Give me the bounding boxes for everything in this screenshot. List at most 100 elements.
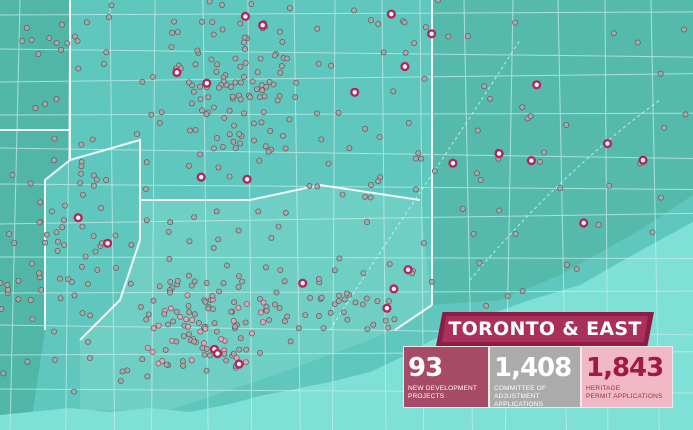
adjustment-application-dot [318,294,325,301]
adjustment-application-dot [0,280,4,286]
adjustment-application-dot [610,30,617,37]
adjustment-application-dot [237,96,244,103]
heritage-permit-dot [159,357,166,364]
heritage-permit-dot [189,317,196,323]
adjustment-application-dot [54,248,61,254]
adjustment-application-dot [279,39,286,45]
adjustment-application-dot [87,355,93,361]
adjustment-application-dot [197,151,203,158]
adjustment-application-dot [519,104,526,111]
adjustment-application-dot [271,301,278,308]
adjustment-application-dot [43,231,50,238]
adjustment-application-dot [254,69,261,76]
adjustment-application-dot [476,260,483,266]
adjustment-application-dot [5,286,12,293]
road-line [0,212,693,225]
adjustment-application-dot [241,34,248,41]
road-line [0,73,693,83]
adjustment-application-dot [420,240,427,246]
adjustment-application-dot [128,241,135,248]
adjustment-application-dot [71,292,78,299]
adjustment-application-dot [344,316,351,323]
adjustment-application-dot [87,312,94,319]
adjustment-application-dot [563,261,570,268]
adjustment-application-dot [61,217,67,224]
road-line [0,112,693,116]
adjustment-application-dot [302,312,309,318]
adjustment-application-dot [216,288,222,295]
adjustment-application-dot [386,298,392,304]
adjustment-application-dot [52,356,58,363]
adjustment-application-dot [411,40,417,46]
adjustment-application-dot [19,38,25,44]
development-project-marker [212,349,223,359]
district-title: TORONTO & EAST YORK [448,318,642,374]
adjustment-application-dot [661,124,668,131]
road-line [0,11,693,16]
adjustment-application-dot [202,298,209,305]
heritage-permit-dot [155,360,162,367]
adjustment-application-dot [51,157,57,164]
adjustment-application-dot [134,131,140,137]
adjustment-application-dot [281,278,288,285]
development-project-marker [172,67,182,78]
adjustment-application-dot [51,135,58,142]
adjustment-application-dot [188,282,195,289]
adjustment-application-dot [256,157,263,164]
adjustment-application-dot [48,208,55,215]
adjustment-application-dot [481,83,488,90]
adjustment-application-dot [242,319,249,326]
adjustment-application-dot [435,0,441,3]
adjustment-application-dot [112,232,119,239]
adjustment-application-dot [213,208,220,215]
adjustment-application-dot [221,115,228,121]
adjustment-application-dot [185,79,192,86]
adjustment-application-dot [145,311,152,318]
adjustment-application-dot [265,148,272,155]
adjustment-application-dot [273,289,280,296]
adjustment-application-dot [260,109,267,115]
adjustment-application-dot [89,136,96,143]
development-project-marker [196,172,206,182]
adjustment-application-dot [682,111,689,118]
adjustment-application-dot [248,1,255,7]
adjustment-application-dot [0,306,5,312]
adjustment-application-dot [23,24,30,31]
adjustment-application-dot [191,338,197,345]
adjustment-application-dot [98,204,104,211]
adjustment-application-dot [250,120,257,127]
adjustment-application-dot [573,266,580,272]
adjustment-application-dot [364,326,371,332]
adjustment-application-dot [53,96,60,103]
adjustment-application-dot [232,145,239,152]
adjustment-application-dot [336,255,343,262]
adjustment-application-dot [171,18,177,25]
adjustment-application-dot [241,110,247,117]
adjustment-application-dot [235,227,242,234]
adjustment-application-dot [72,33,78,40]
adjustment-application-dot [37,199,44,206]
adjustment-application-dot [263,264,269,271]
adjustment-application-dot [201,351,208,358]
adjustment-application-dot [77,180,84,186]
adjustment-application-dot [38,286,45,293]
adjustment-application-dot [161,311,168,317]
adjustment-application-dot [266,317,272,323]
adjustment-application-dot [431,168,438,174]
heritage-permit-dot [230,317,237,324]
development-project-marker [532,80,542,90]
adjustment-application-dot [331,301,338,307]
adjustment-application-dot [276,28,283,35]
development-project-marker [240,11,251,22]
adjustment-application-dot [213,328,220,335]
adjustment-application-dot [143,217,150,224]
development-project-marker [350,87,360,97]
adjustment-application-dot [367,194,374,201]
adjustment-application-dot [459,205,466,212]
adjustment-application-dot [370,321,377,328]
adjustment-application-dot [236,131,243,137]
adjustment-application-dot [282,209,289,216]
adjustment-application-dot [156,120,163,126]
heritage-permit-dot [177,313,183,320]
